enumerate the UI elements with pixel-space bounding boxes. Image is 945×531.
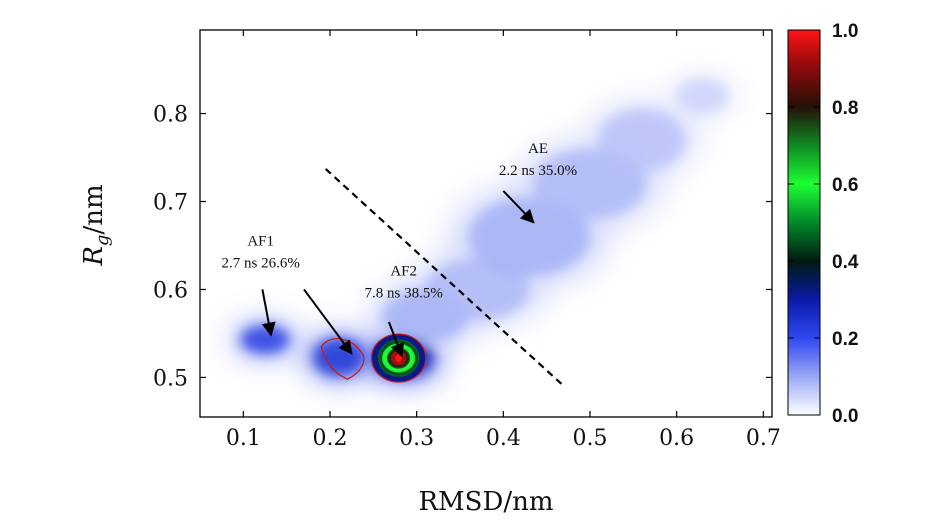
annotation-ae: AE 2.2 ns 35.0% xyxy=(499,141,577,224)
y-axis: 0.5 0.6 0.7 0.8 xyxy=(153,103,772,391)
y-axis-label-main: R xyxy=(79,246,109,267)
colorbar-tick-label: 0.6 xyxy=(832,175,858,196)
y-axis-label-subscript: g xyxy=(92,235,113,247)
annotation-ae-line: 2.2 ns 35.0% xyxy=(499,163,577,179)
colorbar-frame xyxy=(787,29,821,416)
x-tick-label: 0.7 xyxy=(746,426,781,451)
annotation-af2: AF2 7.8 ns 38.5% xyxy=(364,263,443,358)
annotation-af2-line: AF2 xyxy=(390,263,417,279)
annotations: AE 2.2 ns 35.0% AF1 2.7 ns 26.6% AF2 7.8 ns 3… xyxy=(221,141,577,358)
y-axis-label-unit: /nm xyxy=(79,184,109,234)
colorbar-tick-label: 1.0 xyxy=(832,21,858,42)
x-tick-label: 0.2 xyxy=(313,426,348,451)
density-core-layer xyxy=(240,78,729,378)
heatmap-area xyxy=(232,72,738,385)
x-axis: 0.1 0.2 0.3 0.4 0.5 0.6 0.7 xyxy=(226,30,781,451)
y-tick-label: 0.6 xyxy=(153,278,188,303)
y-axis-label: Rg/nm xyxy=(79,184,113,266)
x-tick-label: 0.5 xyxy=(573,426,608,451)
density-blob xyxy=(240,325,290,354)
density-blob xyxy=(425,258,530,321)
annotation-arrow xyxy=(303,288,353,355)
colorbar-tick-label: 0.8 xyxy=(832,98,858,119)
annotation-af1: AF1 2.7 ns 26.6% xyxy=(221,233,353,355)
density-blob xyxy=(468,197,590,277)
y-tick-label: 0.5 xyxy=(153,366,188,391)
annotation-af1-line: 2.7 ns 26.6% xyxy=(221,255,299,271)
colorbar-tick-label: 0.2 xyxy=(832,329,858,350)
colorbar-tick-label: 0.4 xyxy=(832,252,859,273)
density-blob xyxy=(676,78,729,114)
annotation-arrow xyxy=(261,289,276,337)
x-tick-label: 0.4 xyxy=(486,426,521,451)
density-blob xyxy=(312,337,365,377)
x-tick-label: 0.3 xyxy=(399,426,434,451)
x-axis-label: RMSD/nm xyxy=(418,487,553,517)
divider-dashed-line xyxy=(324,168,565,388)
annotation-af1-line: AF1 xyxy=(247,233,274,249)
density-blob xyxy=(533,148,647,220)
y-tick-label: 0.8 xyxy=(153,103,188,128)
annotation-arrow xyxy=(502,190,535,224)
colorbar-ticks: 0.0 0.2 0.4 0.6 0.8 1.0 xyxy=(788,21,859,427)
colorbar: 0.0 0.2 0.4 0.6 0.8 1.0 xyxy=(787,21,859,427)
annotation-af2-line: 7.8 ns 38.5% xyxy=(364,285,442,301)
annotation-ae-line: AE xyxy=(528,141,548,157)
plot-frame xyxy=(199,29,773,418)
colorbar-gradient xyxy=(788,30,820,415)
annotation-arrow xyxy=(387,321,405,358)
svg-text:Rg/nm: Rg/nm xyxy=(79,184,113,266)
density-blob xyxy=(598,109,686,171)
colorbar-tick-label: 0.0 xyxy=(832,406,858,427)
x-tick-label: 0.6 xyxy=(659,426,694,451)
y-tick-label: 0.7 xyxy=(153,191,188,216)
x-tick-label: 0.1 xyxy=(226,426,261,451)
